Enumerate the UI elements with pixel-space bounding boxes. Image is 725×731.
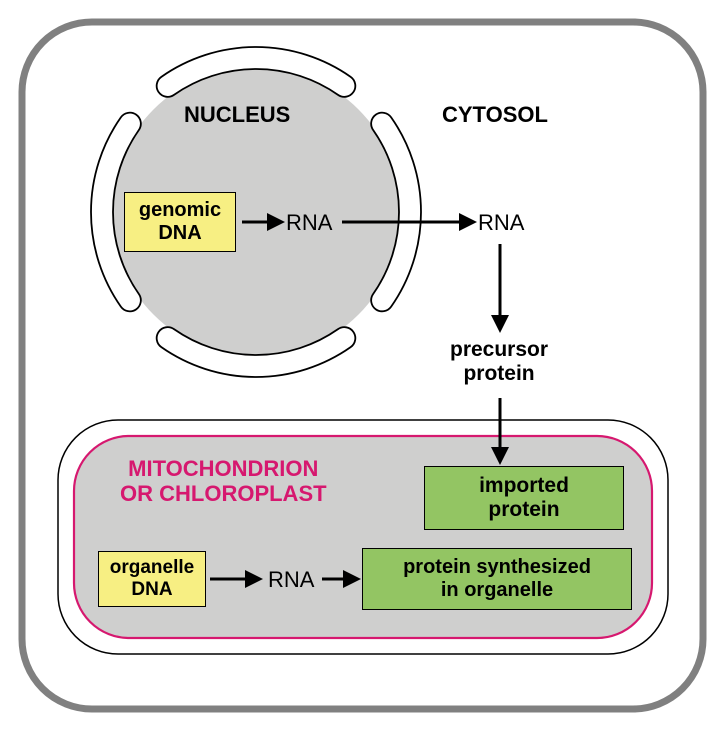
rna-nucleus-label: RNA [286,210,332,235]
mitochondrion-title: MITOCHONDRIONOR CHLOROPLAST [120,456,327,507]
precursor-protein-label: precursorprotein [450,338,548,386]
shapes-layer [0,0,725,731]
genomic-dna-box: genomicDNA [124,192,236,252]
rna-cytosol-label: RNA [478,210,524,235]
protein-synthesized-box: protein synthesizedin organelle [362,548,632,610]
organelle-dna-box: organelleDNA [98,551,206,607]
cytosol-title: CYTOSOL [442,102,548,127]
rna-organelle-label: RNA [268,567,314,592]
nucleus-title: NUCLEUS [184,102,290,127]
imported-protein-box: importedprotein [424,466,624,530]
diagram-stage: NUCLEUS CYTOSOL RNA RNA RNA precursorpro… [0,0,725,731]
